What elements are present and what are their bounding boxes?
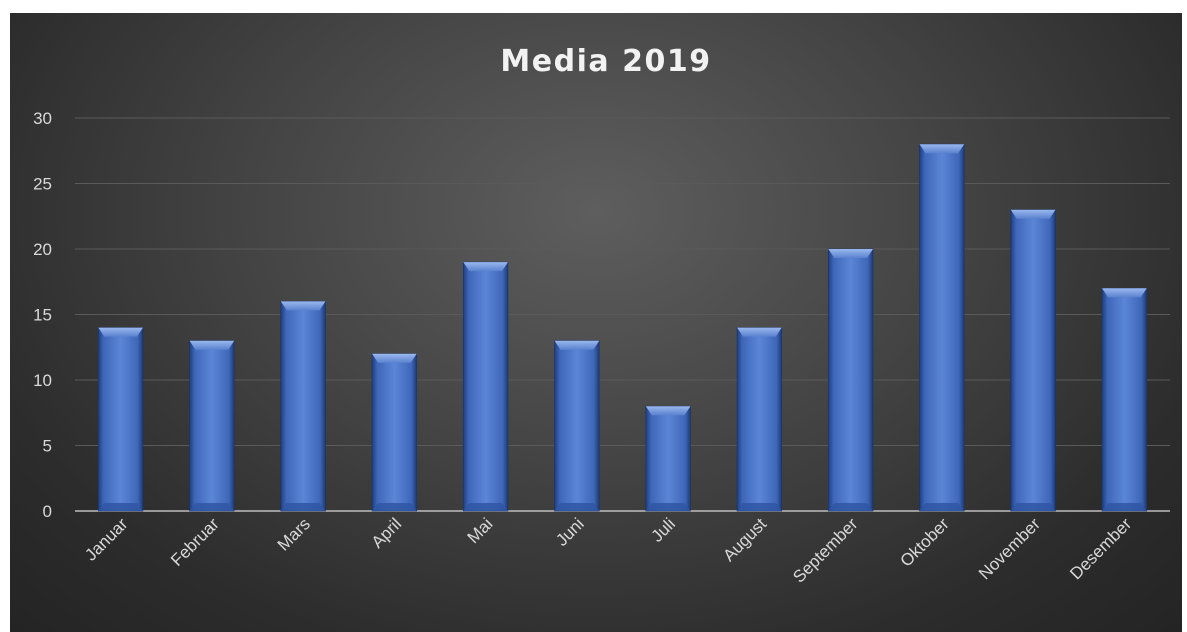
grid-layer xyxy=(75,117,1170,512)
bar xyxy=(736,327,783,512)
x-tick-label: Februar xyxy=(167,514,223,570)
bar xyxy=(827,248,874,512)
bar xyxy=(1010,209,1056,512)
bar-series xyxy=(97,143,1148,512)
bar xyxy=(919,143,965,512)
x-tick-label: Mars xyxy=(274,514,314,554)
x-tick-label: Juni xyxy=(552,514,587,549)
x-tick-label: August xyxy=(719,514,770,565)
bar xyxy=(280,301,326,512)
chart-title: Media 2019 xyxy=(500,44,711,79)
x-tick-label: Juli xyxy=(647,514,678,545)
y-tick-label: 10 xyxy=(33,371,52,390)
bar-chart: Media 2019 0 5 10 15 20 25 30 Januar Februar Mar… xyxy=(33,44,1170,587)
x-tick-label: Januar xyxy=(81,514,131,564)
y-tick-label: 15 xyxy=(33,306,52,325)
bar xyxy=(462,261,509,512)
y-tick-label: 0 xyxy=(43,502,52,521)
bar xyxy=(554,340,600,512)
y-axis: 0 5 10 15 20 25 30 xyxy=(33,109,52,521)
bar xyxy=(97,327,144,512)
y-tick-label: 5 xyxy=(43,437,52,456)
chart-frame: Media 2019 0 5 10 15 20 25 30 Januar Februar Mar… xyxy=(10,13,1182,632)
x-tick-label: November xyxy=(975,514,1044,583)
bar xyxy=(645,405,691,512)
x-axis: Januar Februar Mars April Mai Juni Juli August S… xyxy=(81,514,1135,586)
bar xyxy=(189,340,235,512)
x-tick-label: Oktober xyxy=(896,514,952,570)
x-tick-label: Desember xyxy=(1066,514,1135,583)
y-tick-label: 25 xyxy=(33,175,52,194)
bar xyxy=(1101,287,1148,512)
y-tick-label: 20 xyxy=(33,240,52,259)
bar xyxy=(371,353,418,512)
x-tick-label: April xyxy=(368,514,405,551)
y-tick-label: 30 xyxy=(33,109,52,128)
x-tick-label: September xyxy=(789,514,861,586)
x-tick-label: Mai xyxy=(464,514,497,547)
